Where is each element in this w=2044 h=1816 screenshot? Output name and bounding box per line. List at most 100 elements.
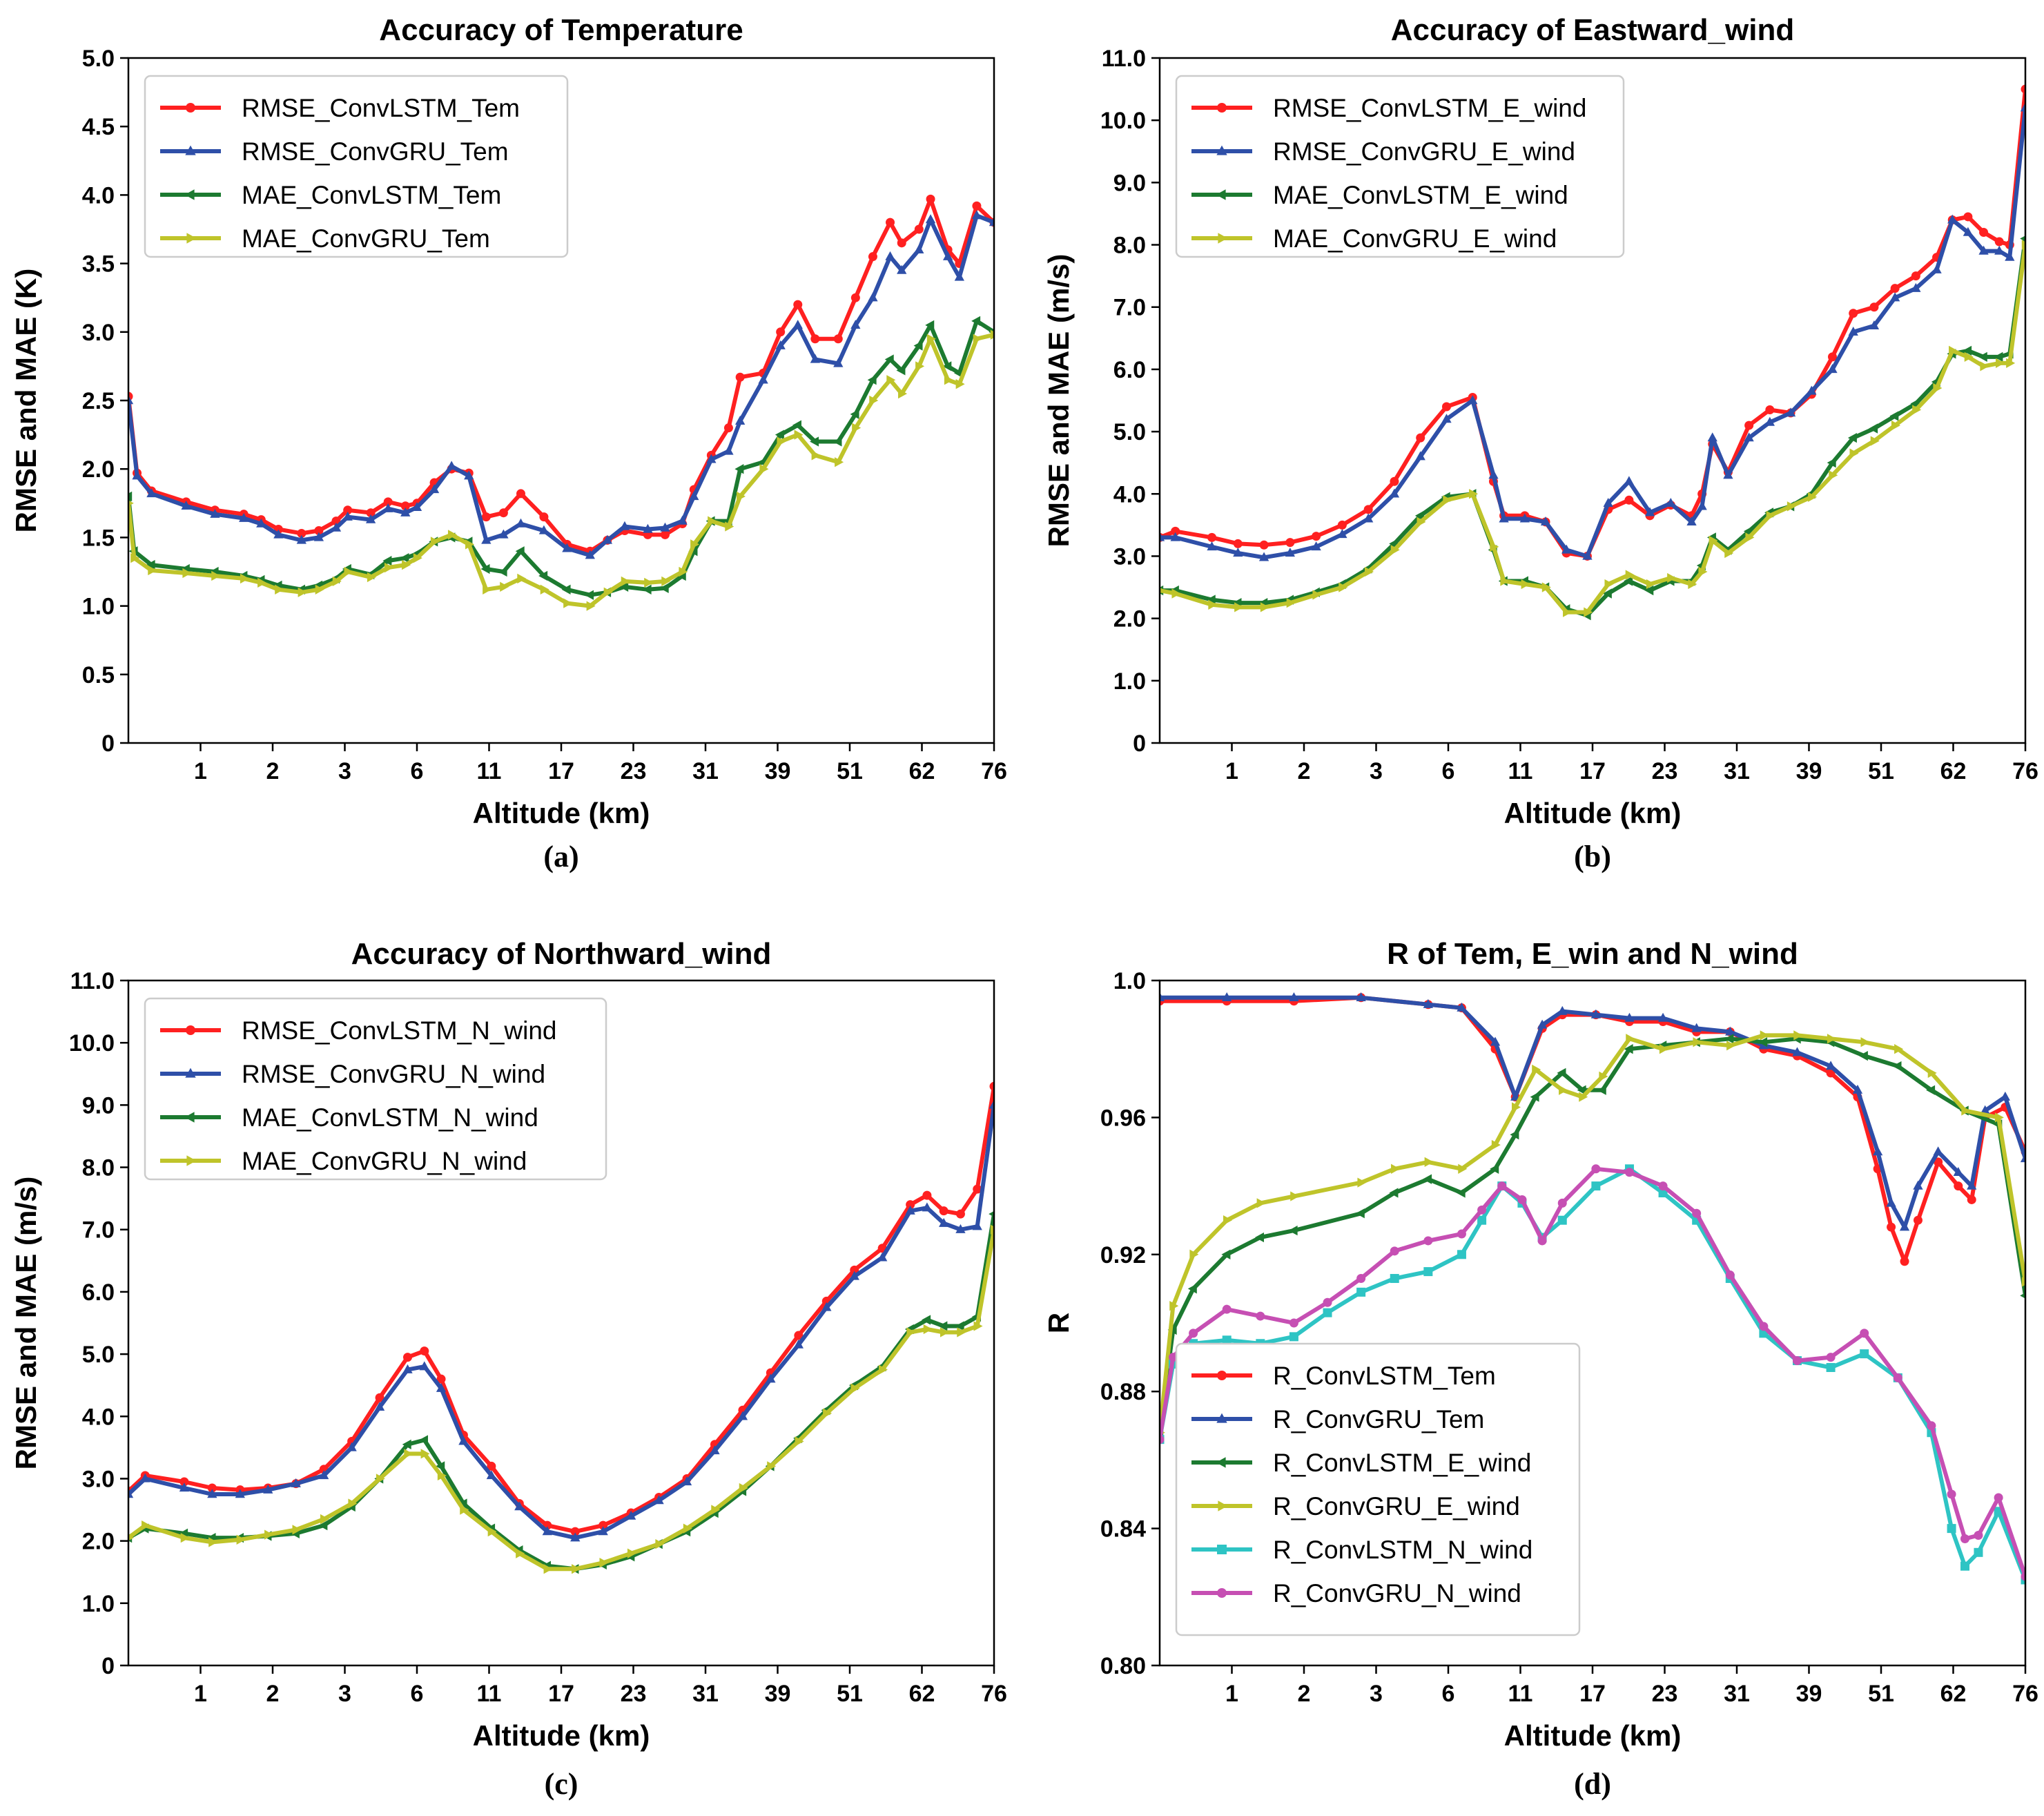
data-point [598, 1520, 608, 1530]
data-point [925, 214, 936, 224]
data-point [737, 1411, 748, 1420]
data-point [585, 550, 595, 559]
data-point [644, 577, 654, 588]
data-point [1510, 1130, 1519, 1140]
data-point [659, 583, 669, 593]
data-point [1169, 1301, 1179, 1311]
data-point [376, 1474, 385, 1484]
data-point [973, 1184, 982, 1194]
data-point [922, 1190, 932, 1200]
x-axis-label: Altitude (km) [1504, 1719, 1682, 1752]
legend-box [1175, 75, 1625, 258]
data-point [1961, 1105, 1971, 1116]
data-point [973, 334, 982, 344]
chart-panel-a: 00.51.01.52.02.53.03.54.04.55.01 2 3 6 11 17 2… [10, 13, 1007, 873]
data-point [1829, 470, 1838, 481]
data-point [403, 1353, 413, 1362]
legend-label: RMSE_ConvGRU_E_wind [1273, 137, 1575, 166]
data-point [1390, 545, 1400, 555]
data-point [142, 1520, 151, 1531]
y-tick-label: 0 [1133, 731, 1146, 757]
series-line-R_ConvGRU_N_wind [1160, 1166, 2025, 1578]
data-point [1579, 1092, 1588, 1102]
data-point [148, 565, 157, 576]
data-point [955, 1209, 965, 1219]
y-tick-label: 4.5 [82, 114, 115, 140]
x-tick-label: 76 [981, 758, 1007, 784]
data-point [955, 1321, 964, 1331]
y-tick-label: 0.88 [1100, 1379, 1146, 1405]
data-point [1540, 516, 1551, 526]
data-point [275, 584, 284, 595]
data-point [498, 508, 508, 518]
data-point [464, 470, 474, 480]
data-point [723, 423, 733, 433]
data-point [1792, 1047, 1802, 1056]
x-tick-label: 3 [1370, 1681, 1383, 1707]
y-tick-label: 1.0 [1113, 668, 1146, 695]
data-point [660, 522, 670, 532]
data-point [1591, 1181, 1601, 1191]
data-point [886, 218, 895, 227]
legend-marker [1216, 1457, 1226, 1468]
data-point [922, 1315, 931, 1325]
data-point [447, 461, 457, 470]
y-tick-label: 0.96 [1100, 1105, 1146, 1131]
data-point [1559, 1085, 1568, 1095]
data-point [884, 354, 894, 365]
x-tick-label: 51 [837, 1681, 863, 1707]
data-point [2005, 251, 2015, 261]
data-point [257, 577, 267, 588]
data-point [319, 1470, 329, 1480]
data-point [1286, 597, 1296, 608]
y-tick-label: 4.0 [82, 182, 115, 209]
y-tick-label: 1.0 [1113, 968, 1146, 994]
data-point [793, 300, 803, 309]
data-point [1323, 1297, 1332, 1307]
data-point [1667, 572, 1677, 583]
data-point [1724, 548, 1734, 559]
data-point [603, 587, 613, 597]
data-point [850, 1383, 860, 1393]
data-point [1337, 529, 1347, 539]
data-point [989, 1081, 994, 1091]
data-point [1222, 992, 1232, 1001]
data-point [679, 566, 688, 577]
data-point [140, 1473, 150, 1482]
series-R_ConvGRU_Tem [1160, 992, 2025, 1231]
data-point [1512, 1102, 1521, 1112]
y-tick-label: 5.0 [82, 1342, 115, 1368]
data-point [315, 584, 324, 595]
data-point [939, 1217, 949, 1227]
chart-title: R of Tem, E_win and N_wind [1387, 937, 1798, 971]
y-tick-label: 6.0 [1113, 357, 1146, 383]
y-tick-label: 5.0 [82, 46, 115, 72]
data-point [1577, 1085, 1586, 1095]
legend-label: MAE_ConvGRU_E_wind [1273, 224, 1557, 253]
x-tick-label: 23 [1652, 1681, 1678, 1707]
data-point [240, 573, 249, 584]
data-point [182, 568, 192, 579]
data-point [868, 292, 878, 302]
data-point [562, 543, 572, 552]
data-point [1766, 510, 1775, 521]
figure-caption: (d) [1574, 1767, 1611, 1801]
data-point [850, 293, 860, 302]
data-point [516, 1548, 525, 1558]
data-point [1725, 1271, 1735, 1280]
data-point [1912, 405, 1922, 415]
y-tick-label: 4.0 [82, 1404, 115, 1430]
x-tick-label: 3 [338, 758, 351, 784]
data-point [711, 1505, 721, 1515]
data-point [1312, 590, 1322, 600]
data-point [681, 1476, 692, 1486]
data-point [1364, 566, 1374, 577]
data-point [972, 201, 982, 211]
data-point [413, 553, 422, 563]
x-tick-label: 51 [837, 758, 863, 784]
data-point [207, 1489, 217, 1498]
data-point [939, 1206, 948, 1216]
series-RMSE_ConvGRU_E_wind [1160, 102, 2025, 561]
series-MAE_ConvLSTM_Tem [128, 316, 994, 600]
y-tick-label: 0.5 [82, 662, 115, 688]
